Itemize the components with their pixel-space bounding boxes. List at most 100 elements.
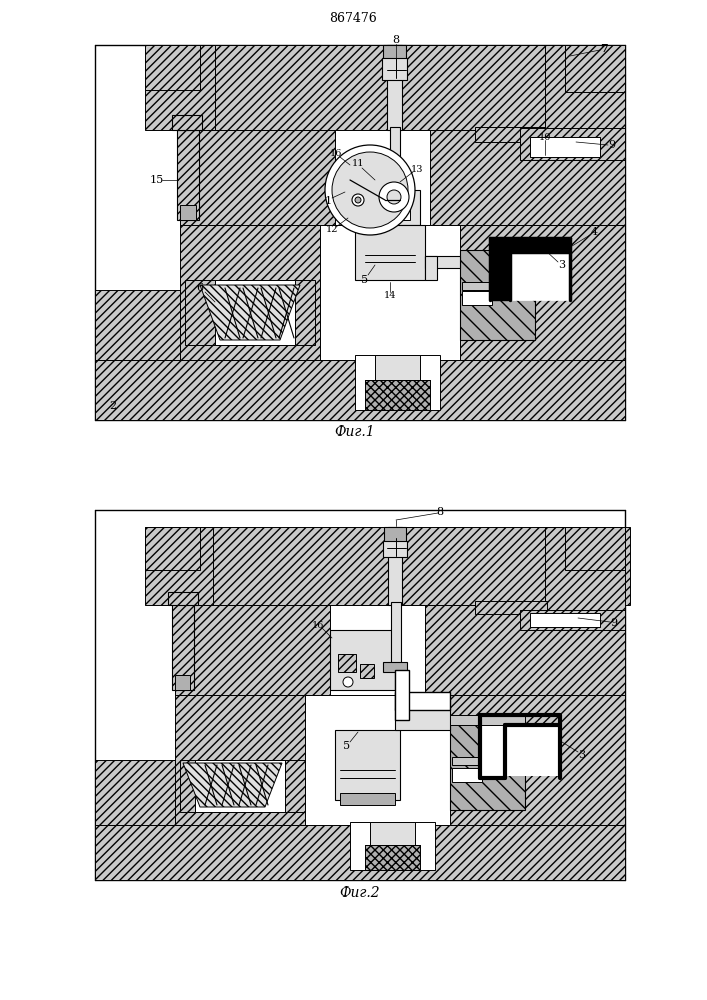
Bar [350,822,435,870]
Text: 16: 16 [329,149,342,158]
Circle shape [343,677,353,687]
Bar [425,605,625,695]
Bar [175,695,305,825]
Bar [195,45,625,130]
Bar [177,130,199,220]
Text: 9: 9 [609,140,616,150]
Bar [180,130,335,225]
Circle shape [352,194,364,206]
Text: 8: 8 [392,35,399,45]
Bar [475,601,547,614]
Bar [335,730,400,800]
Circle shape [325,145,415,235]
Bar [530,613,600,627]
Bar [180,205,196,220]
Text: 11: 11 [352,159,364,168]
Bar [395,692,450,710]
Bar [145,527,213,605]
Text: 2: 2 [110,401,117,411]
Bar [530,137,600,157]
Bar [335,130,430,225]
Bar [180,225,320,360]
Bar [511,253,569,299]
Text: 5: 5 [344,741,351,751]
Bar [390,127,400,190]
Text: 10: 10 [539,132,551,141]
Bar [365,380,430,410]
Bar [95,825,625,880]
Bar [507,726,559,776]
Circle shape [379,182,409,212]
Bar [215,280,295,345]
Bar [462,282,492,290]
Bar [520,610,625,630]
Bar [452,757,482,765]
Bar [378,195,410,220]
Text: Фиг.2: Фиг.2 [339,886,380,900]
Text: 5: 5 [361,275,368,285]
Bar [195,527,630,605]
Bar [545,45,625,140]
Polygon shape [200,285,300,340]
Bar [168,592,198,605]
Bar [338,654,356,672]
Bar [370,190,420,225]
Text: 7: 7 [600,43,608,54]
Circle shape [355,197,361,203]
Polygon shape [490,240,510,300]
Text: 8: 8 [436,507,443,517]
Bar [330,630,395,690]
Bar [545,527,625,612]
Polygon shape [490,238,570,252]
Bar [520,128,625,160]
Bar [383,541,407,557]
Bar [355,355,440,410]
Bar [475,127,545,142]
Bar [391,602,401,670]
Text: 3: 3 [559,260,566,270]
Bar [425,256,437,280]
Bar [383,662,407,672]
Text: 13: 13 [411,164,423,174]
Text: Фиг.1: Фиг.1 [334,425,375,439]
Bar [460,225,625,360]
Bar [565,527,625,570]
Bar [145,45,215,130]
Bar [95,290,180,360]
Bar [95,360,625,420]
Text: 3: 3 [578,750,585,760]
Bar [145,527,200,570]
Bar [195,760,285,812]
Polygon shape [185,280,315,345]
Text: 4: 4 [590,227,597,237]
Bar [365,845,420,870]
Circle shape [387,190,401,204]
Text: 12: 12 [326,226,338,234]
Bar [172,115,202,130]
Bar [430,130,625,225]
Bar [355,225,425,280]
Bar [460,250,535,340]
Bar [452,768,482,782]
Bar [450,695,625,825]
Bar [330,605,425,695]
Bar [382,182,407,192]
Text: 15: 15 [150,175,164,185]
Bar [565,45,625,92]
Polygon shape [510,250,570,300]
Text: 1: 1 [325,196,332,206]
Bar [450,715,525,725]
Bar [340,793,395,805]
Bar [395,708,450,730]
Bar [395,670,409,720]
Bar [387,45,402,130]
Bar [145,45,200,90]
Polygon shape [180,760,305,812]
Bar [382,58,407,80]
Text: 16: 16 [312,620,325,630]
Bar [172,603,194,690]
Polygon shape [183,763,282,807]
Bar [462,291,492,305]
Bar [305,695,450,825]
Bar [383,45,406,60]
